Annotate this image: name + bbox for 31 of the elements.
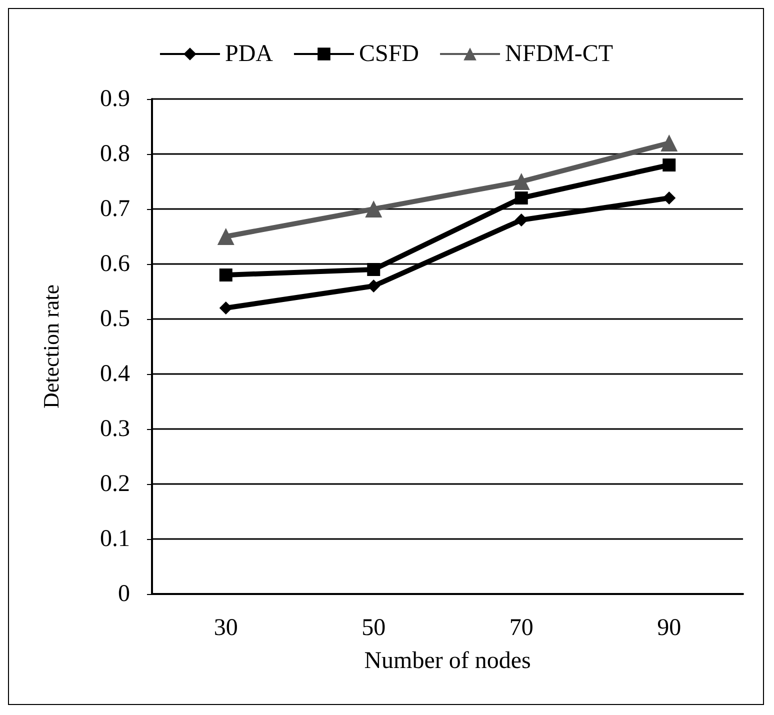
point <box>217 228 234 245</box>
legend-label: NFDM-CT <box>505 41 614 67</box>
y-tick-label: 0.3 <box>100 416 130 442</box>
x-tick-label: 50 <box>362 615 386 641</box>
y-tick-label: 0.7 <box>100 196 130 222</box>
point <box>365 200 382 218</box>
legend-label: CSFD <box>358 41 420 67</box>
y-tick-label: 0 <box>118 581 130 607</box>
point <box>662 158 676 172</box>
y-tick-label: 0.6 <box>100 251 130 277</box>
point <box>512 173 530 190</box>
point <box>367 263 380 276</box>
y-tick-label: 0.2 <box>100 471 130 497</box>
y-tick-label: 0.9 <box>100 86 130 112</box>
point <box>662 192 676 204</box>
x-axis-title: Number of nodes <box>364 648 531 674</box>
point <box>367 280 380 292</box>
point <box>219 302 232 314</box>
legend-label: PDA <box>224 41 274 67</box>
x-tick-label: 70 <box>509 615 534 641</box>
y-tick-label: 0.5 <box>100 306 130 332</box>
y-tick-label: 0.4 <box>100 361 130 387</box>
point <box>514 214 528 226</box>
y-axis-title: Detection rate <box>38 284 64 408</box>
point <box>660 134 678 152</box>
y-tick-label: 0.1 <box>100 526 130 552</box>
point <box>219 268 232 282</box>
point <box>514 192 528 204</box>
x-tick-label: 30 <box>214 615 238 641</box>
y-tick-label: 0.8 <box>100 141 130 167</box>
x-tick-label: 90 <box>657 615 682 641</box>
